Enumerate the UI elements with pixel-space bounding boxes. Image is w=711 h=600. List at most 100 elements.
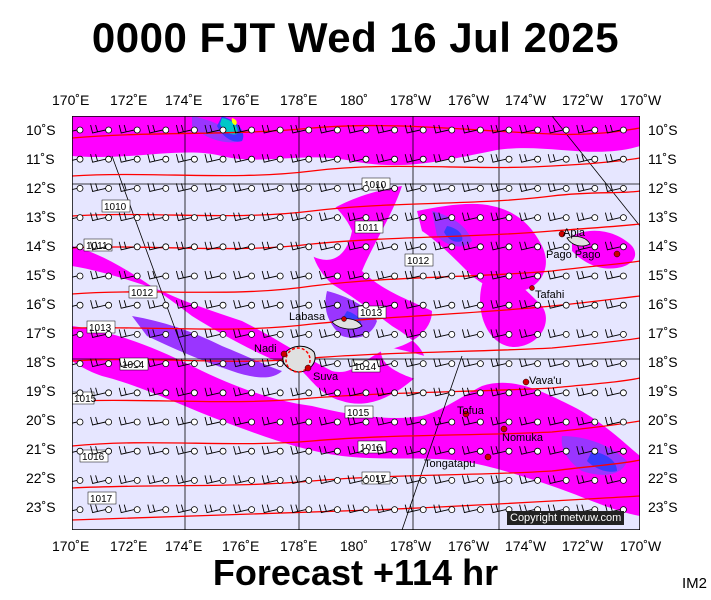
lon-label: 178˚W (390, 92, 432, 108)
wind-barb (461, 329, 478, 338)
lon-label: 170˚E (52, 538, 90, 554)
wind-station (333, 418, 341, 426)
wind-barb (490, 446, 507, 455)
wind-barb (261, 387, 278, 397)
wind-station (362, 185, 370, 192)
wind-station (591, 243, 599, 251)
wind-barb (576, 446, 592, 455)
wind-station (362, 214, 370, 221)
lat-label: 18˚S (26, 354, 56, 370)
lat-label: 12˚S (648, 180, 678, 196)
lat-label: 10˚S (648, 122, 678, 138)
wind-barb (318, 183, 335, 192)
wind-barb (118, 446, 135, 455)
wind-station (505, 155, 513, 163)
wind-station (133, 155, 141, 163)
wind-barb (290, 183, 306, 192)
isobar-label: 1016 (360, 443, 383, 454)
wind-barb (433, 241, 449, 251)
wind-station (534, 447, 542, 455)
wind-station (276, 185, 284, 192)
wind-barb (347, 300, 364, 309)
wind-barb (147, 329, 163, 338)
wind-station (162, 272, 170, 280)
wind-station (248, 360, 256, 368)
wind-barb (376, 183, 392, 192)
wind-station (476, 243, 484, 251)
wind-barb (147, 270, 163, 280)
lon-label: 176˚E (222, 92, 260, 108)
lat-label: 13˚S (26, 209, 56, 225)
wind-station (333, 447, 341, 455)
wind-station (276, 126, 284, 134)
wind-barb (290, 270, 306, 280)
wind-station (419, 330, 427, 338)
wind-barb (318, 212, 335, 222)
wind-barb (261, 124, 278, 134)
wind-barb (347, 329, 364, 338)
wind-station (362, 447, 370, 455)
wind-station (333, 243, 341, 251)
wind-station (391, 360, 399, 368)
wind-station (162, 506, 170, 514)
wind-barb (290, 446, 306, 455)
wind-barb (576, 124, 592, 134)
lon-label: 170˚W (620, 538, 662, 554)
wind-station (133, 301, 141, 309)
wind-station (105, 418, 112, 426)
weather-map[interactable]: 1010 1010 1011 1011 1012 1012 1013 1013 … (72, 116, 640, 530)
wind-station (219, 301, 227, 309)
wind-station (476, 506, 484, 514)
wind-station (562, 476, 570, 484)
wind-station (305, 389, 313, 397)
wind-station (219, 185, 227, 192)
wind-station (505, 476, 513, 484)
wind-barb (547, 270, 564, 280)
place-label: Pago Pago (546, 249, 600, 261)
wind-barb (147, 446, 163, 455)
wind-barb (604, 124, 621, 134)
wind-station (534, 243, 542, 251)
wind-station (133, 476, 141, 484)
wind-station (162, 389, 170, 397)
wind-station (476, 447, 484, 455)
lon-label: 178˚W (390, 538, 432, 554)
wind-station (620, 476, 627, 484)
wind-station (534, 214, 542, 221)
lat-label: 12˚S (26, 180, 56, 196)
wind-barb (490, 124, 507, 134)
wind-station (191, 185, 198, 192)
wind-station (391, 272, 399, 280)
forecast-label: Forecast +114 hr (212, 552, 499, 593)
wind-station (562, 155, 570, 163)
wind-station (305, 155, 313, 163)
wind-barb (147, 124, 163, 134)
wind-barb (404, 387, 421, 397)
wind-station (476, 185, 484, 192)
wind-station (620, 330, 627, 338)
wind-barb (90, 416, 106, 426)
lon-label: 174˚W (505, 538, 547, 554)
wind-barb (90, 358, 106, 368)
wind-barb (118, 241, 135, 251)
lat-label: 17˚S (26, 325, 56, 341)
wind-station (248, 418, 256, 426)
isobar-label: 1010 (364, 180, 387, 191)
wind-station (534, 155, 542, 163)
lon-label: 176˚W (448, 92, 490, 108)
wind-barb (404, 183, 421, 192)
wind-barb (90, 329, 106, 338)
wind-station (448, 447, 456, 455)
wind-station (391, 214, 399, 221)
wind-station (505, 126, 513, 134)
wind-station (591, 185, 599, 192)
wind-station (191, 389, 198, 397)
wind-station (562, 243, 570, 251)
wind-barb (433, 358, 449, 368)
wind-station (219, 360, 227, 368)
wind-station (105, 360, 112, 368)
wind-barb (290, 416, 306, 426)
wind-station (191, 126, 198, 134)
wind-station (591, 214, 599, 221)
wind-station (419, 418, 427, 426)
